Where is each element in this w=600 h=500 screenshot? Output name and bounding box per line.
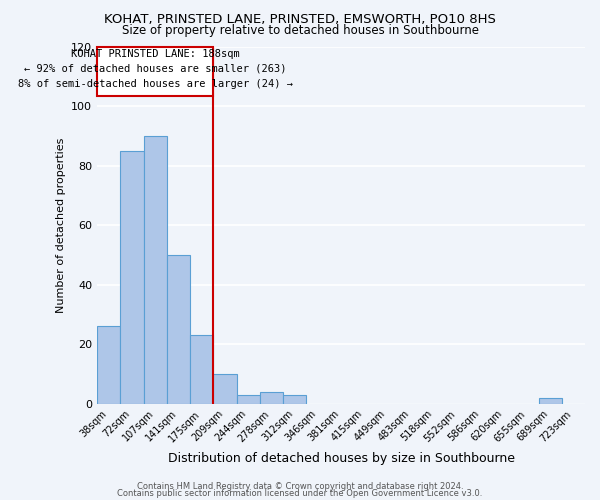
Text: 8% of semi-detached houses are larger (24) →: 8% of semi-detached houses are larger (2… [18, 78, 293, 88]
FancyBboxPatch shape [97, 46, 213, 96]
Bar [143, 136, 167, 404]
Text: ← 92% of detached houses are smaller (263): ← 92% of detached houses are smaller (26… [24, 64, 286, 74]
Text: Size of property relative to detached houses in Southbourne: Size of property relative to detached ho… [121, 24, 479, 37]
X-axis label: Distribution of detached houses by size in Southbourne: Distribution of detached houses by size … [167, 452, 515, 465]
Bar [260, 392, 283, 404]
Bar [539, 398, 562, 404]
Bar [121, 150, 143, 404]
Bar [283, 395, 306, 404]
Bar [236, 395, 260, 404]
Text: Contains public sector information licensed under the Open Government Licence v3: Contains public sector information licen… [118, 490, 482, 498]
Bar [167, 255, 190, 404]
Y-axis label: Number of detached properties: Number of detached properties [56, 138, 65, 313]
Text: KOHAT PRINSTED LANE: 188sqm: KOHAT PRINSTED LANE: 188sqm [71, 49, 239, 59]
Bar [190, 336, 213, 404]
Bar [97, 326, 121, 404]
Text: Contains HM Land Registry data © Crown copyright and database right 2024.: Contains HM Land Registry data © Crown c… [137, 482, 463, 491]
Text: KOHAT, PRINSTED LANE, PRINSTED, EMSWORTH, PO10 8HS: KOHAT, PRINSTED LANE, PRINSTED, EMSWORTH… [104, 12, 496, 26]
Bar [213, 374, 236, 404]
